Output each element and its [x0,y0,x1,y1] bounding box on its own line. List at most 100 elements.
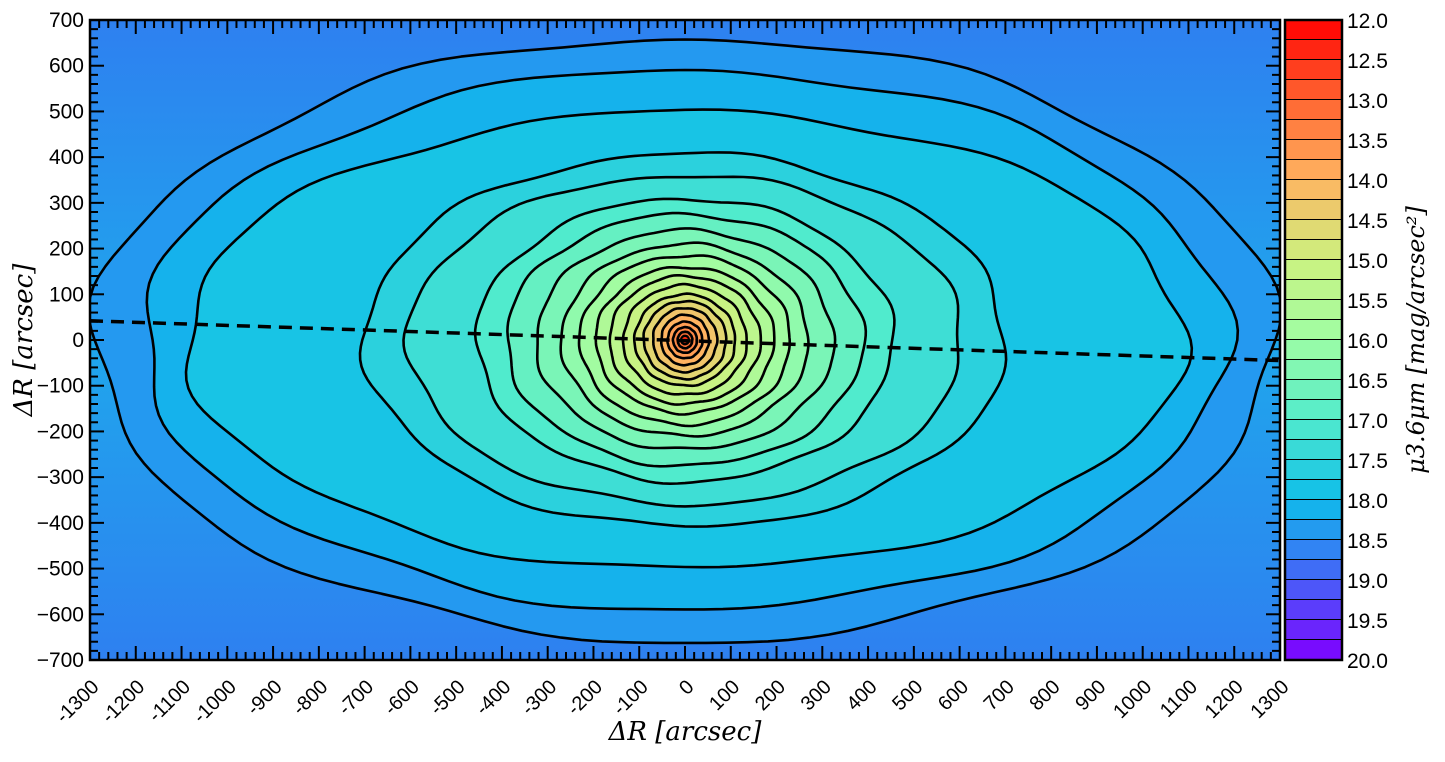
colorbar-segment [1285,440,1342,461]
contour-line [652,307,719,374]
y-tick-label: 400 [49,146,84,169]
y-tick-label: 100 [49,283,84,306]
colorbar-segment [1285,640,1342,661]
x-tick-label: 800 [1026,676,1065,715]
x-tick-label: 1000 [1109,676,1156,723]
colorbar-segment [1285,220,1342,241]
colorbar-tick-label: 18.0 [1347,490,1388,513]
colorbar-segment [1285,120,1342,141]
x-tick-label: -600 [380,676,424,720]
x-tick-label: -100 [609,676,653,720]
y-tick-label: −300 [37,466,84,489]
x-tick-label: -200 [563,676,607,720]
colorbar-segment [1285,100,1342,121]
colorbar-tick-label: 18.5 [1347,530,1388,553]
contour-line [632,292,737,388]
y-tick-label: −500 [37,558,84,581]
y-tick-label: −100 [37,375,84,398]
colorbar-segment [1285,420,1342,441]
colorbar-segment [1285,300,1342,321]
colorbar-segment [1285,460,1342,481]
colorbar-segment [1285,380,1342,401]
colorbar-segment [1285,140,1342,161]
x-tick-label: 1300 [1247,676,1294,723]
colorbar-segment [1285,240,1342,261]
colorbar-segment [1285,20,1342,41]
x-tick-label: 500 [888,676,927,715]
contour-line [358,151,1008,528]
contour-line [676,330,694,350]
x-tick-label: 900 [1071,676,1110,715]
colorbar-tick-label: 13.0 [1347,90,1388,113]
colorbar-tick-label: 14.5 [1347,210,1388,233]
x-tick-label: -1100 [144,676,195,727]
colorbar-segment [1285,160,1342,181]
x-tick-label: -700 [334,676,378,720]
x-tick-label: 1100 [1156,676,1202,722]
y-tick-label: −400 [37,512,84,535]
colorbar-segment [1285,600,1342,621]
colorbar-segment [1285,480,1342,501]
colorbar-tick-label: 15.0 [1347,250,1388,273]
colorbar-label: μ3.6μm [mag/arcsec²] [1402,205,1430,473]
x-tick-label: -800 [289,676,333,720]
x-tick-label: -400 [472,676,516,720]
colorbar-segment [1285,620,1342,641]
contour-line [473,197,896,485]
contour-line [402,175,960,508]
colorbar-segment [1285,360,1342,381]
colorbar-segment [1285,280,1342,301]
major-axis-line-layer [90,319,1280,363]
colorbar-tick-label: 19.0 [1347,570,1388,593]
x-tick-label: 600 [934,676,973,715]
colorbar-tick-label: 15.5 [1347,290,1388,313]
y-tick-label: −600 [37,603,84,626]
contour-line [559,241,810,438]
colorbar-segment [1285,60,1342,81]
y-tick-label: −200 [37,420,84,443]
colorbar-segment [1285,540,1342,561]
colorbar-segment [1285,520,1342,541]
x-tick-label: -300 [517,676,561,720]
colorbar-tick-label: 17.0 [1347,410,1388,433]
colorbar [1283,18,1344,662]
major-axis-dashed-line [90,319,1280,363]
colorbar-segment [1285,80,1342,101]
x-tick-label: -500 [426,676,470,720]
colorbar-tick-label: 20.0 [1347,650,1388,673]
colorbar-segment [1285,340,1342,361]
x-tick-label: 700 [980,676,1019,715]
contour-line [671,325,699,354]
colorbar-frame [1283,18,1344,662]
contour-line [536,227,837,450]
colorbar-segment [1285,40,1342,61]
y-tick-label: 700 [49,9,84,32]
colorbar-tick-label: 19.5 [1347,610,1388,633]
x-tick-label: 400 [842,676,881,715]
x-tick-label: -1000 [189,676,241,728]
y-tick-label: 600 [49,55,84,78]
contour-line [577,254,791,428]
colorbar-tick-labels: 12.0 12.5 13.0 13.5 14.0 14.5 15.0 15.5 16.0 16.5… [1347,10,1388,673]
colorbar-segment [1285,500,1342,521]
contour-line [506,211,868,468]
colorbar-segment [1285,580,1342,601]
x-tick-label: -1300 [52,676,104,728]
y-tick-labels: 700 600 500 400 300 200 100 0 −100 −200 −300 −400 −5… [37,9,84,672]
x-axis-label: ΔR [arcsec] [608,717,763,747]
x-tick-label: 0 [675,676,698,699]
contour-line [145,68,1240,611]
colorbar-segment [1285,200,1342,221]
colorbar-segment [1285,320,1342,341]
contour-line [594,266,776,416]
x-tick-label: -1200 [98,676,150,728]
y-tick-label: 300 [49,192,84,215]
x-tick-label: 1200 [1201,676,1248,723]
colorbar-tick-label: 17.5 [1347,450,1388,473]
contour-line [184,108,1194,569]
colorbar-segment [1285,560,1342,581]
x-tick-label: 300 [797,676,836,715]
y-tick-label: 500 [49,100,84,123]
colorbar-segment [1285,180,1342,201]
